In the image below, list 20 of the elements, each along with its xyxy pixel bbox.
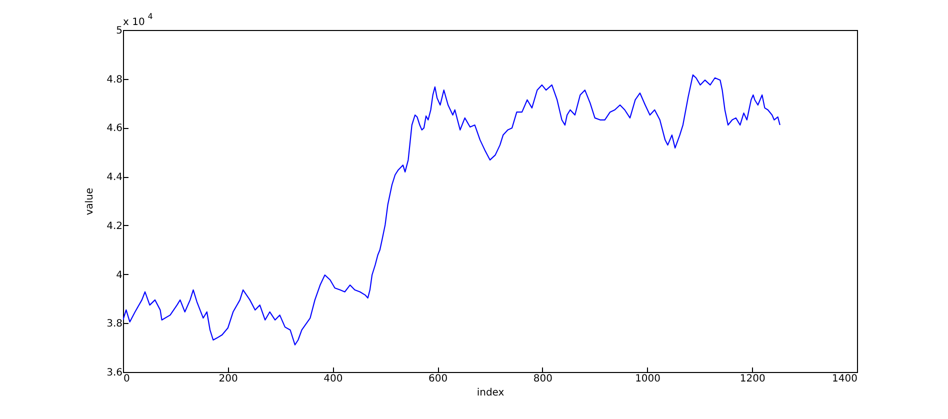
y-tick-label: 4.8: [106, 74, 122, 86]
y-tick-label: 5: [116, 26, 122, 36]
x-tick-label: 1000: [635, 374, 661, 384]
y-tick-label: 4.6: [106, 123, 122, 134]
y-tick-label: 4: [116, 270, 122, 281]
x-axis-title: index: [476, 388, 504, 398]
line-series: [123, 74, 780, 346]
text: x 104: [123, 12, 153, 28]
x-tick-label: 0: [124, 374, 130, 384]
x-tick-label: 800: [533, 374, 552, 384]
y-tick-label: 4.4: [106, 172, 122, 184]
x-tick-label: 1200: [740, 374, 766, 384]
x-tick-label: 600: [428, 374, 448, 384]
x-tick-label: 400: [324, 374, 343, 384]
y-tick-label: 4.2: [106, 220, 122, 232]
x-tick-label: 1400: [832, 374, 858, 384]
y-tick-label: 3.8: [106, 318, 122, 330]
x-tick-label: 200: [218, 374, 238, 384]
y-tick-label: 3.6: [106, 368, 122, 378]
y-axis-title: value: [84, 188, 96, 216]
